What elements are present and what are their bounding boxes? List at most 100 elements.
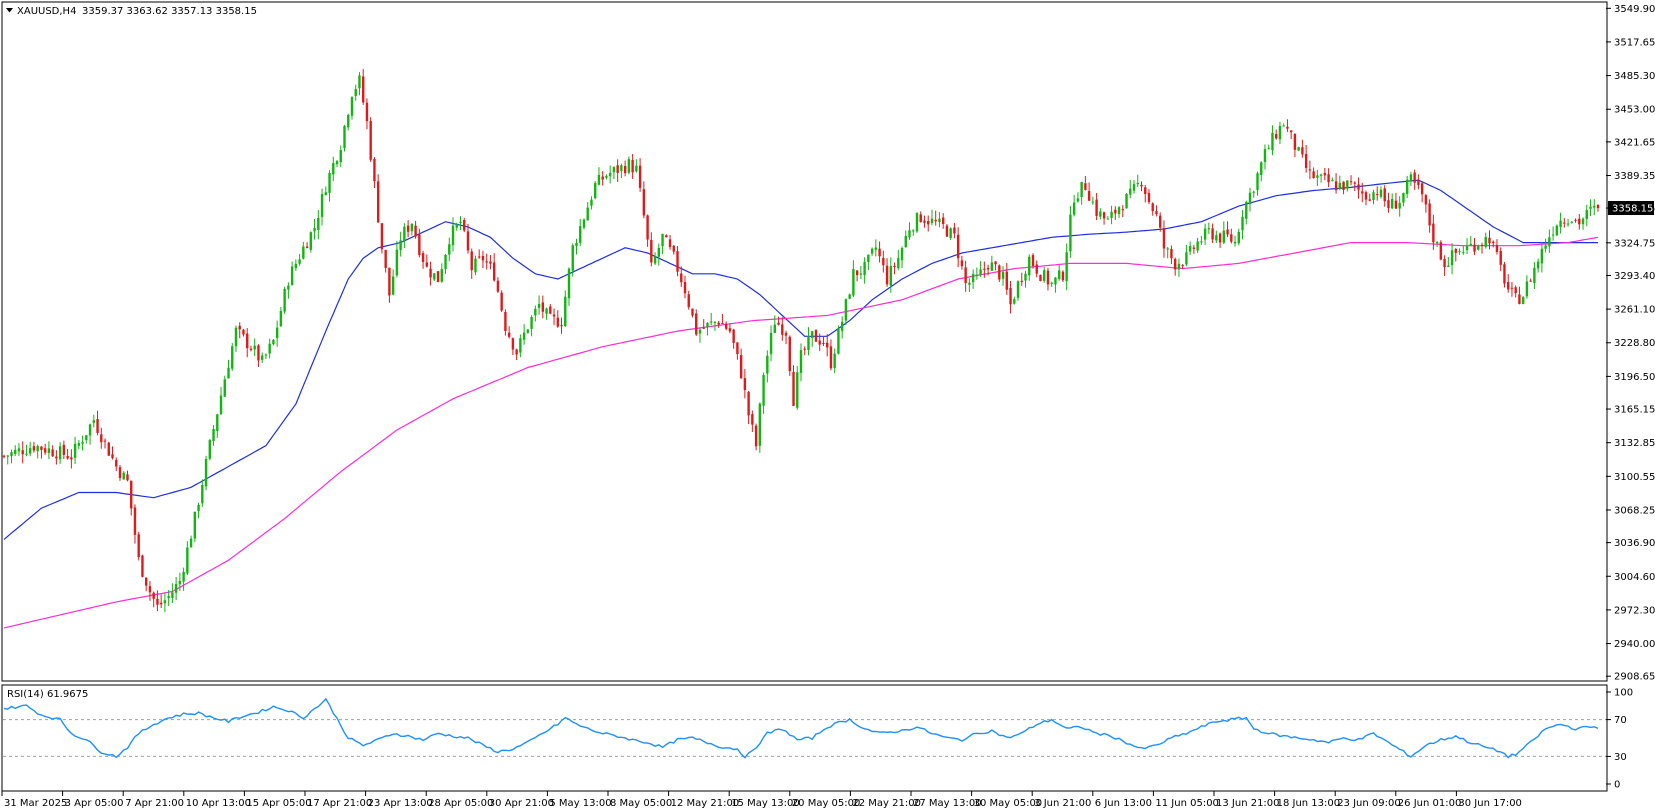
candle-bear (885, 265, 889, 285)
candle-bull (1028, 256, 1031, 276)
candle-bear (1499, 251, 1502, 265)
candle-bear (2, 455, 6, 457)
candle-bull (81, 441, 84, 444)
candle-bull (294, 263, 298, 269)
candle-bear (489, 261, 492, 264)
rsi-title: RSI(14) 61.9675 (7, 689, 88, 700)
rsi-axis: 100 70 30 0 (1606, 688, 1633, 791)
candle-bull (298, 259, 301, 264)
candle-bull (1555, 225, 1559, 236)
time-tick-label: 23 Apr 13:00 (368, 798, 433, 809)
candle-bull (713, 322, 717, 324)
candle-bear (724, 323, 728, 329)
candle-bull (313, 227, 316, 232)
candle-bull (1248, 192, 1252, 204)
price-tick-label: 3228.80 (1614, 338, 1655, 349)
candle-bear (1286, 126, 1289, 129)
candle-bear (152, 592, 155, 599)
candle-bear (51, 449, 54, 457)
candle-bear (466, 231, 470, 251)
candle-bull (564, 296, 567, 327)
candle-bull (859, 273, 863, 275)
candle-bear (941, 217, 945, 225)
candle-bear (1035, 264, 1038, 274)
symbol-dropdown-icon[interactable] (6, 8, 13, 13)
candle-bull (863, 261, 866, 276)
time-tick-label: 6 Jun 13:00 (1095, 798, 1152, 809)
candle-bull (204, 459, 208, 487)
candle-bull (1256, 173, 1259, 190)
candle-bear (1312, 171, 1315, 179)
candle-bear (683, 282, 687, 294)
candle-bull (698, 329, 702, 334)
candle-bull (1525, 281, 1529, 297)
candle-bull (1215, 235, 1218, 241)
candle-bear (923, 220, 926, 223)
candle-bull (28, 448, 32, 454)
candle-bear (1514, 287, 1517, 294)
candle-bear (687, 294, 690, 308)
candle-bull (343, 125, 346, 149)
candle-bear (998, 265, 1001, 280)
candle-bull (253, 345, 256, 350)
candle-bull (1447, 265, 1450, 268)
candle-bear (1323, 173, 1327, 176)
candle-bear (1342, 181, 1345, 190)
candle-bull (275, 327, 279, 339)
candle-bear (515, 349, 518, 355)
candle-bull (1462, 252, 1465, 254)
candle-bull (874, 247, 878, 250)
candle-bull (590, 199, 593, 206)
candle-bull (1346, 180, 1349, 189)
candle-bear (1334, 181, 1338, 191)
candle-bear (406, 225, 410, 232)
candle-bear (1432, 223, 1435, 243)
candle-bear (436, 271, 440, 283)
candle-bear (556, 317, 559, 327)
candle-bear (1170, 248, 1173, 259)
candle-bull (1282, 125, 1285, 127)
candle-bull (193, 511, 197, 539)
candle-bear (983, 268, 986, 270)
candle-bear (552, 314, 556, 317)
candle-bear (1596, 204, 1600, 209)
candle-bear (788, 336, 791, 372)
time-tick-label: 5 May 13:00 (549, 798, 611, 809)
candle-bear (1361, 191, 1364, 194)
main-panel-frame (1, 1, 1608, 682)
time-tick-label: 22 May 21:00 (852, 798, 921, 809)
candle-bull (1458, 251, 1461, 253)
candle-bear (803, 348, 806, 350)
candle-bull (1391, 198, 1394, 209)
candle-bull (908, 230, 911, 238)
candle-bear (964, 267, 967, 284)
candle-bull (706, 322, 709, 328)
candle-bull (904, 235, 907, 248)
candle-bull (122, 472, 125, 480)
price-tick-label: 3517.65 (1614, 37, 1655, 48)
price-tick-label: 2972.30 (1614, 605, 1655, 616)
candle-bull (1129, 188, 1132, 195)
candle-bull (399, 240, 402, 251)
candle-bull (766, 355, 769, 374)
candle-bear (1394, 200, 1398, 209)
candle-bull (1402, 192, 1405, 203)
candle-bear (642, 189, 646, 216)
candle-bull (1013, 299, 1016, 304)
candle-bull (545, 308, 548, 314)
candle-bull (320, 194, 324, 217)
candle-bull (1405, 179, 1409, 195)
candle-bear (55, 456, 58, 459)
rsi-indicator (3, 697, 1606, 759)
candle-bull (594, 182, 597, 199)
candle-bull (1125, 193, 1128, 209)
price-tick-label: 3453.00 (1614, 105, 1655, 116)
candle-bear (249, 348, 253, 350)
candle-bull (1188, 245, 1192, 252)
candles (2, 69, 1600, 612)
candle-bull (1260, 162, 1263, 175)
candle-bear (376, 181, 380, 223)
rsi-tick-label: 70 (1614, 715, 1627, 726)
candle-bull (395, 249, 399, 276)
